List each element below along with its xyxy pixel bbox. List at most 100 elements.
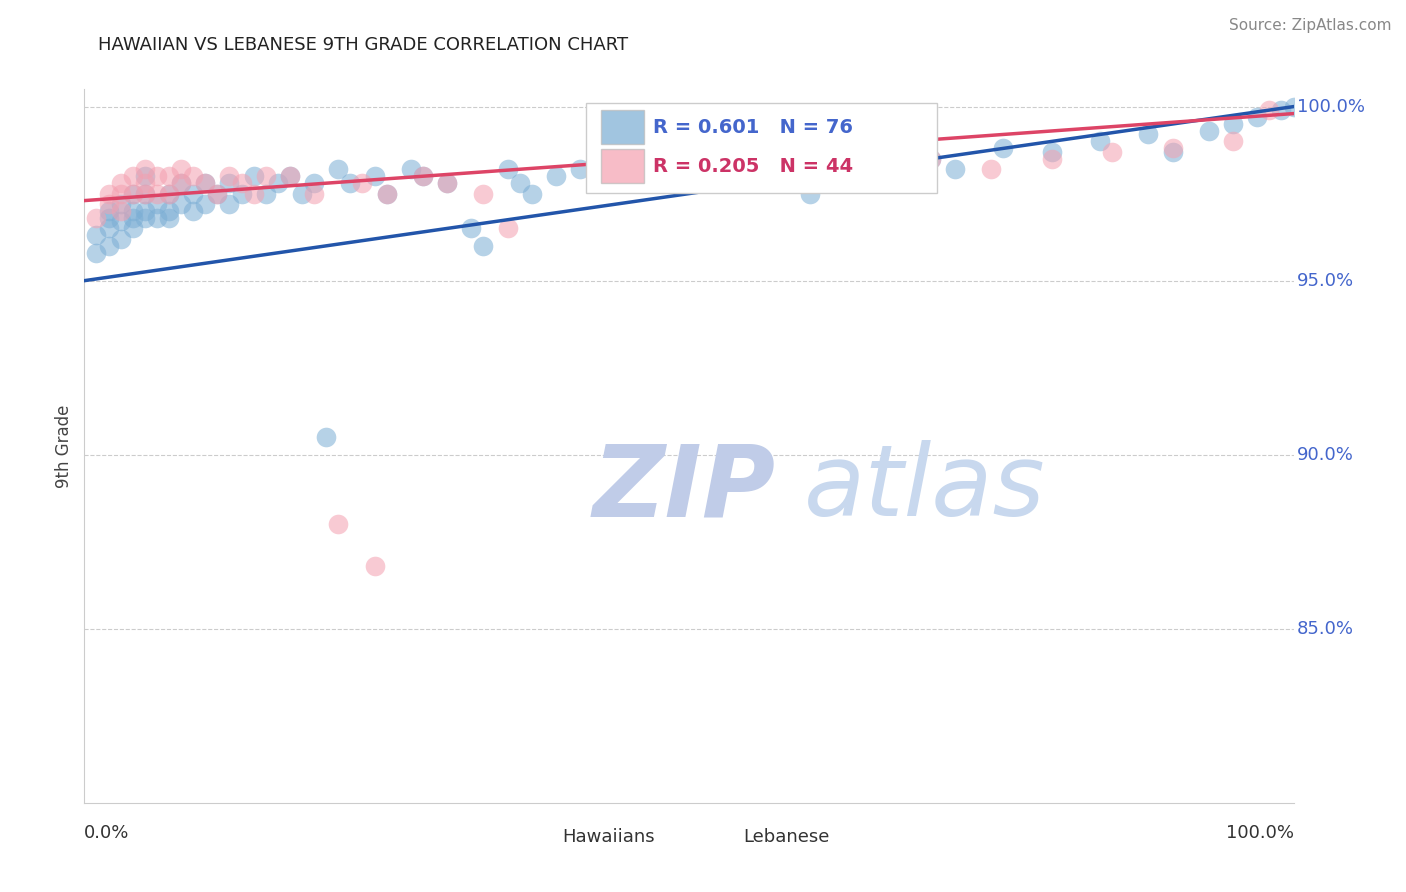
Point	[1198, 124, 1220, 138]
Point	[1137, 128, 1160, 142]
Point	[110, 197, 132, 211]
FancyBboxPatch shape	[600, 149, 644, 184]
Point	[920, 152, 942, 166]
Point	[134, 204, 156, 219]
Point	[207, 186, 229, 201]
Point	[218, 169, 240, 184]
Point	[738, 152, 761, 166]
Point	[1222, 135, 1244, 149]
Point	[412, 169, 434, 184]
Point	[496, 162, 519, 177]
Point	[896, 169, 918, 184]
Point	[738, 176, 761, 190]
Point	[97, 211, 120, 225]
Point	[254, 186, 277, 201]
Text: HAWAIIAN VS LEBANESE 9TH GRADE CORRELATION CHART: HAWAIIAN VS LEBANESE 9TH GRADE CORRELATI…	[98, 36, 628, 54]
Text: 0.0%: 0.0%	[84, 824, 129, 842]
Point	[146, 197, 169, 211]
Point	[1040, 152, 1063, 166]
Point	[170, 197, 193, 211]
Point	[181, 186, 204, 201]
FancyBboxPatch shape	[586, 103, 936, 193]
Point	[339, 176, 361, 190]
Point	[231, 186, 253, 201]
Text: 100.0%: 100.0%	[1226, 824, 1294, 842]
Point	[436, 176, 458, 190]
Point	[472, 239, 495, 253]
Point	[121, 169, 143, 184]
Point	[134, 211, 156, 225]
Point	[231, 176, 253, 190]
Point	[1161, 141, 1184, 155]
Point	[121, 221, 143, 235]
Point	[97, 239, 120, 253]
Point	[278, 169, 301, 184]
Point	[1282, 100, 1305, 114]
Point	[134, 186, 156, 201]
Point	[702, 176, 724, 190]
FancyBboxPatch shape	[519, 822, 557, 851]
Point	[496, 221, 519, 235]
Point	[799, 169, 821, 184]
Point	[134, 186, 156, 201]
Point	[110, 176, 132, 190]
Point	[920, 152, 942, 166]
Point	[242, 169, 264, 184]
Y-axis label: 9th Grade: 9th Grade	[55, 404, 73, 488]
Point	[399, 162, 422, 177]
Point	[569, 162, 592, 177]
Point	[412, 169, 434, 184]
Point	[302, 186, 325, 201]
Point	[97, 204, 120, 219]
Point	[641, 162, 664, 177]
Point	[1246, 110, 1268, 124]
Point	[218, 176, 240, 190]
Point	[678, 169, 700, 184]
Point	[157, 169, 180, 184]
Point	[146, 211, 169, 225]
Point	[170, 162, 193, 177]
Point	[375, 186, 398, 201]
Text: 95.0%: 95.0%	[1298, 272, 1354, 290]
Point	[363, 169, 385, 184]
Point	[302, 176, 325, 190]
Point	[86, 228, 108, 243]
Point	[181, 169, 204, 184]
Point	[170, 176, 193, 190]
Point	[859, 162, 882, 177]
Point	[315, 430, 337, 444]
Point	[242, 186, 264, 201]
Point	[157, 211, 180, 225]
Point	[181, 204, 204, 219]
Point	[980, 162, 1002, 177]
Text: Lebanese: Lebanese	[744, 828, 830, 846]
Point	[993, 141, 1015, 155]
Point	[859, 152, 882, 166]
Text: 90.0%: 90.0%	[1298, 446, 1354, 464]
Point	[544, 169, 567, 184]
Text: R = 0.601   N = 76: R = 0.601 N = 76	[652, 118, 852, 136]
Point	[328, 517, 350, 532]
Point	[1161, 145, 1184, 159]
Text: 85.0%: 85.0%	[1298, 620, 1354, 638]
Point	[218, 197, 240, 211]
Point	[110, 232, 132, 246]
Point	[1222, 117, 1244, 131]
Point	[110, 204, 132, 219]
Point	[97, 197, 120, 211]
Point	[134, 169, 156, 184]
FancyBboxPatch shape	[700, 822, 738, 851]
Text: 100.0%: 100.0%	[1298, 97, 1365, 116]
Text: atlas: atlas	[804, 441, 1046, 537]
Point	[157, 186, 180, 201]
Point	[472, 186, 495, 201]
Point	[110, 186, 132, 201]
Text: R = 0.205   N = 44: R = 0.205 N = 44	[652, 157, 853, 176]
Point	[278, 169, 301, 184]
Point	[1270, 103, 1292, 117]
Point	[254, 169, 277, 184]
Point	[1040, 145, 1063, 159]
Point	[86, 245, 108, 260]
Text: ZIP: ZIP	[592, 441, 775, 537]
Point	[375, 186, 398, 201]
